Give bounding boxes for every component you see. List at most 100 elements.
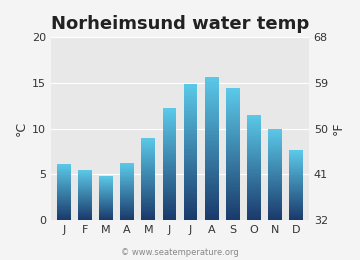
Bar bbox=[184, 140, 197, 141]
Bar bbox=[247, 143, 261, 144]
Bar bbox=[205, 181, 219, 183]
Bar bbox=[120, 174, 134, 175]
Bar bbox=[184, 171, 197, 172]
Bar bbox=[289, 170, 303, 171]
Bar bbox=[78, 219, 92, 220]
Bar bbox=[226, 182, 240, 183]
Bar bbox=[289, 167, 303, 168]
Bar bbox=[205, 100, 219, 101]
Bar bbox=[163, 135, 176, 136]
Bar bbox=[226, 218, 240, 220]
Bar bbox=[247, 138, 261, 139]
Bar bbox=[205, 134, 219, 135]
Bar bbox=[120, 213, 134, 214]
Bar bbox=[78, 188, 92, 189]
Bar bbox=[205, 117, 219, 118]
Bar bbox=[247, 166, 261, 167]
Bar bbox=[226, 217, 240, 218]
Bar bbox=[141, 176, 155, 177]
Bar bbox=[141, 207, 155, 208]
Bar bbox=[205, 165, 219, 167]
Bar bbox=[268, 197, 282, 198]
Bar bbox=[205, 213, 219, 214]
Bar bbox=[226, 117, 240, 119]
Bar bbox=[78, 176, 92, 177]
Bar bbox=[226, 170, 240, 171]
Bar bbox=[163, 139, 176, 140]
Bar bbox=[226, 140, 240, 141]
Bar bbox=[184, 154, 197, 156]
Bar bbox=[205, 183, 219, 184]
Bar bbox=[205, 185, 219, 187]
Bar bbox=[184, 149, 197, 151]
Bar bbox=[163, 162, 176, 163]
Bar bbox=[289, 192, 303, 193]
Bar bbox=[226, 176, 240, 178]
Bar bbox=[141, 179, 155, 180]
Bar bbox=[141, 183, 155, 184]
Bar bbox=[205, 158, 219, 160]
Bar bbox=[99, 204, 113, 205]
Bar bbox=[163, 151, 176, 152]
Bar bbox=[163, 164, 176, 165]
Bar bbox=[268, 138, 282, 139]
Bar bbox=[205, 180, 219, 181]
Bar bbox=[289, 176, 303, 177]
Bar bbox=[120, 201, 134, 202]
Bar bbox=[99, 194, 113, 195]
Bar bbox=[205, 164, 219, 165]
Bar bbox=[226, 109, 240, 111]
Bar bbox=[163, 183, 176, 184]
Bar bbox=[247, 179, 261, 180]
Bar bbox=[205, 187, 219, 188]
Bar bbox=[289, 195, 303, 196]
Bar bbox=[205, 148, 219, 150]
Bar bbox=[120, 164, 134, 165]
Bar bbox=[184, 188, 197, 190]
Bar bbox=[268, 133, 282, 134]
Bar bbox=[78, 217, 92, 218]
Bar bbox=[99, 185, 113, 186]
Bar bbox=[247, 147, 261, 148]
Bar bbox=[205, 168, 219, 170]
Bar bbox=[289, 161, 303, 162]
Bar bbox=[289, 190, 303, 191]
Bar bbox=[205, 207, 219, 208]
Bar bbox=[184, 159, 197, 160]
Bar bbox=[99, 202, 113, 203]
Bar bbox=[247, 129, 261, 131]
Bar bbox=[57, 217, 71, 218]
Bar bbox=[99, 184, 113, 185]
Bar bbox=[163, 201, 176, 202]
Bar bbox=[226, 193, 240, 195]
Bar bbox=[247, 152, 261, 153]
Bar bbox=[57, 177, 71, 178]
Bar bbox=[247, 134, 261, 135]
Bar bbox=[163, 185, 176, 186]
Title: Norheimsund water temp: Norheimsund water temp bbox=[51, 15, 309, 33]
Bar bbox=[99, 193, 113, 194]
Bar bbox=[141, 195, 155, 196]
Bar bbox=[120, 191, 134, 192]
Bar bbox=[163, 175, 176, 176]
Bar bbox=[289, 156, 303, 157]
Bar bbox=[289, 178, 303, 179]
Bar bbox=[205, 203, 219, 204]
Bar bbox=[205, 178, 219, 180]
Bar bbox=[184, 96, 197, 98]
Bar bbox=[120, 187, 134, 188]
Bar bbox=[78, 210, 92, 211]
Bar bbox=[57, 164, 71, 165]
Bar bbox=[184, 163, 197, 164]
Bar bbox=[205, 108, 219, 109]
Bar bbox=[57, 187, 71, 188]
Bar bbox=[268, 188, 282, 189]
Bar bbox=[120, 179, 134, 180]
Bar bbox=[247, 202, 261, 203]
Bar bbox=[57, 169, 71, 170]
Bar bbox=[120, 172, 134, 173]
Bar bbox=[141, 200, 155, 201]
Bar bbox=[289, 196, 303, 197]
Bar bbox=[163, 137, 176, 139]
Bar bbox=[163, 127, 176, 128]
